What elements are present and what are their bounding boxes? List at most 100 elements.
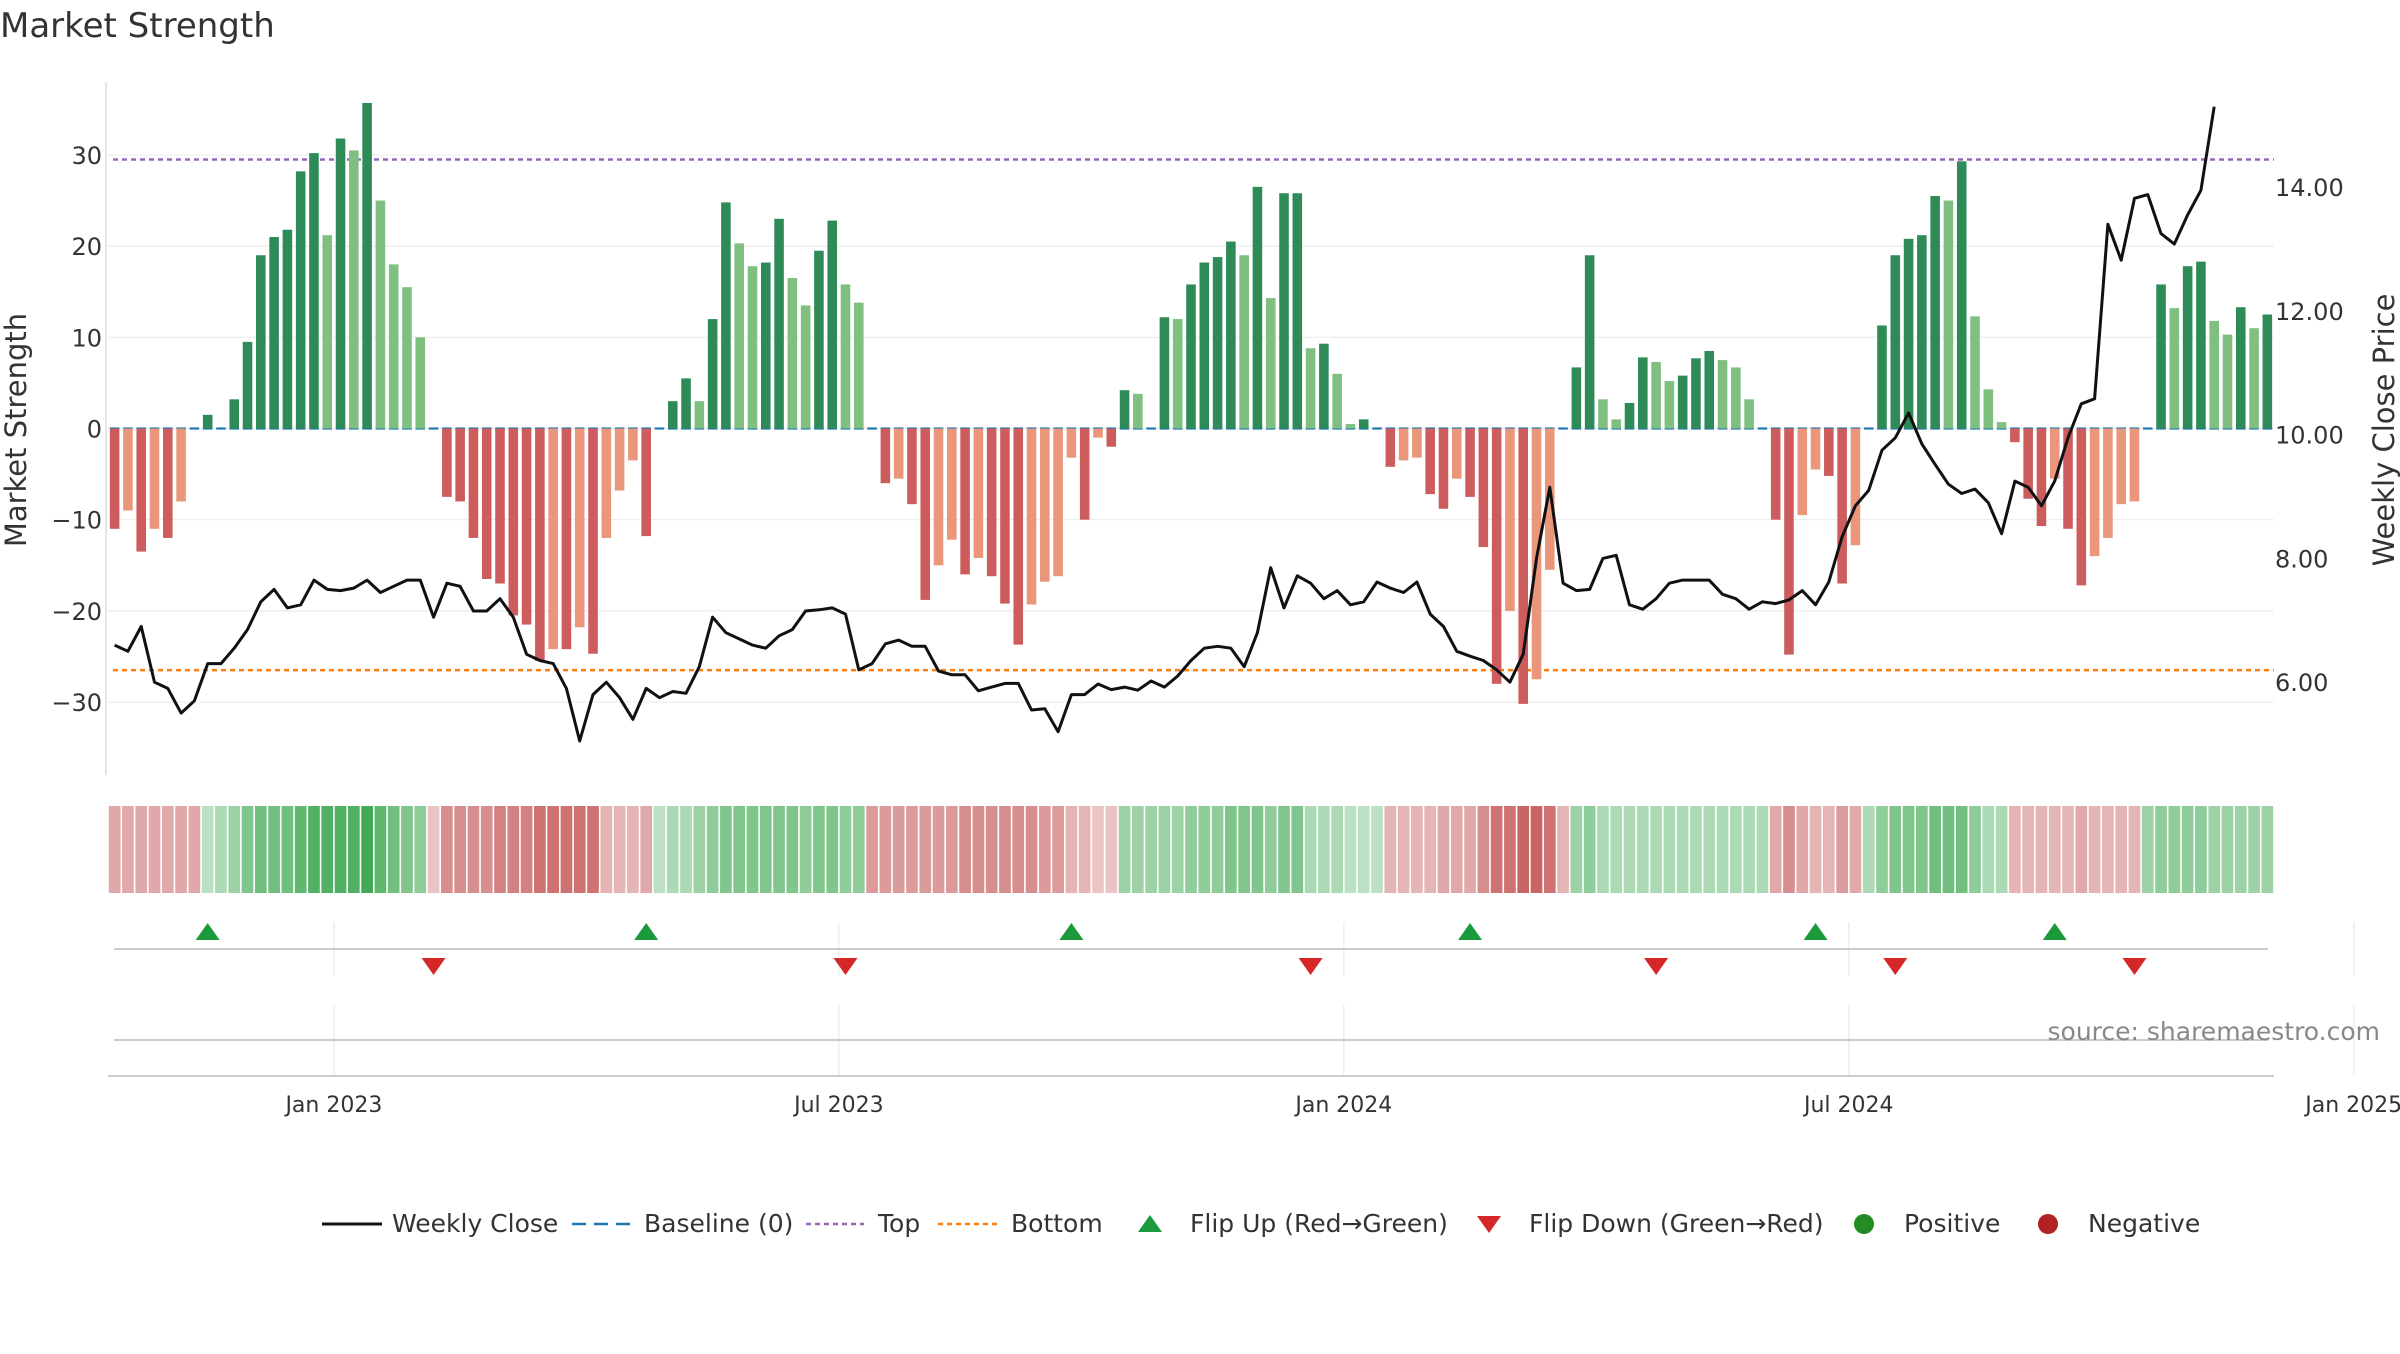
strength-stripe <box>1663 806 1676 893</box>
strength-bar <box>176 428 186 502</box>
strength-stripe <box>2115 806 2128 893</box>
strength-bar <box>2196 261 2206 429</box>
strength-stripe <box>1610 806 1623 893</box>
strength-bar <box>1704 350 1715 429</box>
strength-bar <box>1943 200 1954 429</box>
strength-stripe <box>613 806 626 893</box>
strength-bar <box>1824 428 1834 476</box>
strength-bar <box>854 302 864 429</box>
strength-stripe <box>1038 806 1051 893</box>
strength-stripe <box>1557 806 1569 893</box>
strength-stripe <box>1490 806 1503 893</box>
strength-stripe <box>148 806 161 893</box>
x-tick-label: Jan 2025 <box>2303 1093 2400 1118</box>
strength-bar <box>1983 389 1994 429</box>
strength-bar <box>800 305 811 429</box>
strength-stripe <box>1291 806 1304 893</box>
strength-bar <box>149 428 160 529</box>
strength-bar <box>1584 255 1595 429</box>
y2-tick-label: 8.00 <box>2275 545 2328 573</box>
strength-bar <box>1093 428 1103 438</box>
strength-stripe <box>520 806 533 893</box>
strength-stripe <box>1052 806 1064 893</box>
y2-tick-label: 12.00 <box>2275 298 2344 326</box>
strength-bar <box>1956 161 1967 429</box>
strength-stripe <box>680 806 692 893</box>
strength-bar <box>495 428 505 584</box>
strength-bar <box>508 428 519 616</box>
strength-bar <box>2235 307 2246 429</box>
strength-bar <box>2156 284 2166 429</box>
strength-stripe <box>906 806 918 893</box>
legend-label: Positive <box>1904 1209 2000 1238</box>
strength-stripe <box>2022 806 2035 893</box>
strength-stripe <box>733 806 746 893</box>
strength-stripe <box>1676 806 1689 893</box>
strength-stripe <box>892 806 905 893</box>
x-tick-label: Jul 2024 <box>1802 1093 1894 1118</box>
strength-bar <box>1159 317 1170 429</box>
strength-bar <box>163 428 173 538</box>
strength-stripe <box>1504 806 1516 893</box>
strength-bar <box>1545 428 1555 570</box>
strength-stripe <box>852 806 865 893</box>
strength-stripe <box>1318 806 1330 893</box>
strength-bar <box>2169 308 2180 429</box>
strength-bar <box>229 399 240 429</box>
strength-bar <box>574 428 585 628</box>
legend-label: Top <box>877 1209 920 1238</box>
strength-stripe <box>1264 806 1277 893</box>
flip-up-marker <box>195 923 220 940</box>
strength-stripe <box>228 806 241 893</box>
strength-bar <box>1252 186 1263 429</box>
strength-stripe <box>1078 806 1091 893</box>
y-tick-label: 10 <box>71 324 102 352</box>
strength-bar <box>1451 428 1462 479</box>
strength-stripe <box>294 806 307 893</box>
strength-stripe <box>693 806 706 893</box>
strength-bar <box>362 102 372 429</box>
strength-stripe <box>1304 806 1317 893</box>
strength-stripe <box>1238 806 1250 893</box>
strength-stripe <box>640 806 653 893</box>
legend-label: Bottom <box>1011 1209 1103 1238</box>
strength-bar <box>1890 255 1901 429</box>
strength-stripe <box>2168 806 2181 893</box>
strength-stripe <box>1929 806 1941 893</box>
strength-stripe <box>414 806 427 893</box>
legend-swatch-flip-down <box>1477 1216 1501 1233</box>
strength-bar <box>707 319 718 429</box>
strength-bar <box>2103 428 2113 538</box>
strength-bar <box>1770 428 1781 520</box>
strength-stripe <box>1105 806 1118 893</box>
strength-stripe <box>2035 806 2048 893</box>
legend-label: Weekly Close <box>392 1209 558 1238</box>
strength-stripe <box>2181 806 2194 893</box>
strength-bar <box>1119 390 1130 429</box>
strength-bar <box>960 428 970 575</box>
strength-stripe <box>959 806 971 893</box>
weekly-close-line <box>113 106 2216 743</box>
strength-stripe <box>866 806 878 893</box>
strength-bar <box>1664 381 1675 429</box>
strength-stripe <box>1517 806 1530 893</box>
strength-stripe <box>560 806 573 893</box>
strength-bar <box>1305 348 1316 429</box>
strength-bar <box>681 378 691 429</box>
strength-bar <box>1717 360 1728 429</box>
strength-bar <box>1279 193 1289 429</box>
strength-stripe <box>1424 806 1437 893</box>
strength-stripe <box>1583 806 1596 893</box>
strength-bar <box>2262 314 2273 429</box>
strength-bar <box>2063 428 2073 529</box>
y-tick-label: −10 <box>51 507 102 535</box>
flip-down-marker <box>1883 958 1908 975</box>
strength-bar <box>1013 428 1024 645</box>
strength-stripe <box>1543 806 1556 893</box>
strength-stripe <box>467 806 480 893</box>
strength-stripe <box>1384 806 1397 893</box>
strength-bar <box>1053 428 1063 577</box>
strength-bar <box>242 341 253 429</box>
strength-stripe <box>1809 806 1822 893</box>
